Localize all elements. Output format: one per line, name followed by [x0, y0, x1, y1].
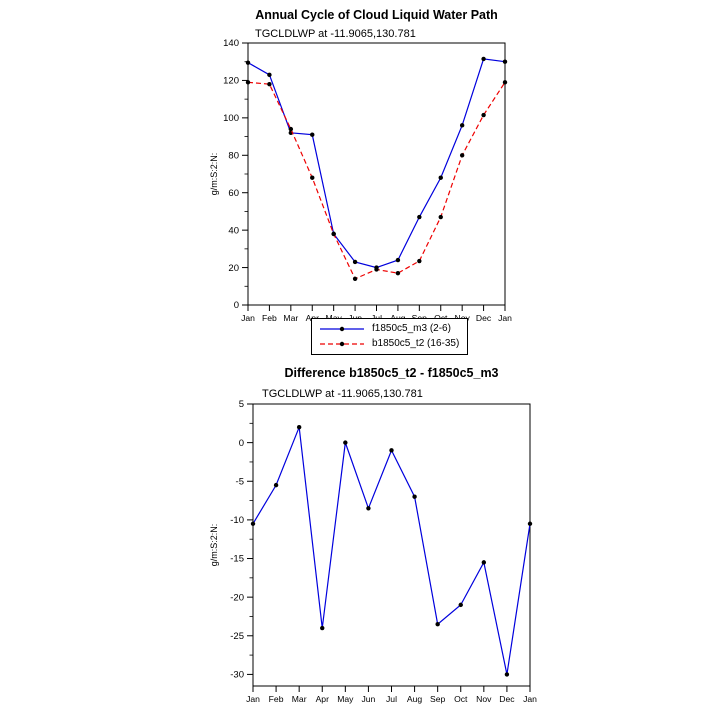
svg-text:Nov: Nov	[476, 694, 492, 704]
data-point-marker	[331, 231, 336, 237]
chart-title: Difference b1850c5_t2 - f1850c5_m3	[284, 366, 499, 380]
data-point-marker	[310, 175, 315, 180]
data-point-marker	[374, 267, 379, 272]
series-0	[245, 56, 508, 270]
svg-text:May: May	[337, 694, 354, 704]
legend-label: b1850c5_t2 (16-35)	[372, 338, 460, 349]
data-point-marker	[245, 80, 251, 85]
data-point-marker	[320, 625, 325, 631]
data-point-marker	[343, 440, 348, 445]
x-axis-labels: Jan Feb Mar Apr May Jun Jul Aug Sep Oct Nov Dec Jan	[246, 686, 537, 704]
annual-cycle-plot: 020406080100120140JanFebMarAprMayJunJulA…	[223, 38, 512, 323]
svg-text:-15: -15	[230, 554, 244, 565]
svg-text:Oct: Oct	[454, 694, 468, 704]
svg-text:-10: -10	[230, 515, 244, 526]
difference-chart: Difference b1850c5_t2 - f1850c5_m3 TGCLD…	[0, 360, 727, 728]
svg-text:0: 0	[234, 300, 239, 311]
svg-text:Mar: Mar	[283, 313, 298, 323]
data-point-marker	[458, 602, 463, 608]
svg-text:Sep: Sep	[430, 694, 446, 704]
svg-text:120: 120	[223, 76, 239, 87]
data-point-marker	[481, 112, 486, 118]
annual-cycle-chart: Annual Cycle of Cloud Liquid Water Path …	[0, 0, 727, 360]
svg-text:Jan: Jan	[246, 694, 260, 704]
data-point-marker	[438, 214, 443, 220]
data-point-marker	[250, 521, 256, 526]
plot-area: -30 -25 -20 -15 -10 -5 0 5 Jan Feb Mar Apr May Jun Jul…	[230, 399, 537, 704]
data-point-marker	[438, 175, 443, 180]
svg-text:Mar: Mar	[292, 694, 307, 704]
legend-line-sample	[320, 326, 364, 331]
y-axis-ticks: -30 -25 -20 -15 -10 -5 0 5	[230, 399, 253, 681]
plot-area: 020406080100120140JanFebMarAprMayJunJulA…	[223, 38, 512, 323]
svg-text:-25: -25	[230, 631, 244, 642]
svg-text:Dec: Dec	[476, 313, 492, 323]
legend-marker-dot	[339, 326, 345, 331]
svg-text:-5: -5	[236, 476, 244, 487]
svg-text:140: 140	[223, 38, 239, 49]
data-point-marker	[504, 672, 510, 677]
data-point-marker	[395, 270, 401, 276]
svg-text:5: 5	[239, 399, 244, 410]
svg-text:0: 0	[239, 438, 244, 449]
svg-text:Jul: Jul	[386, 694, 397, 704]
series-line-0	[247, 58, 506, 269]
svg-text:Feb: Feb	[269, 694, 284, 704]
data-point-marker	[273, 482, 279, 488]
legend: f1850c5_m3 (2-6) b1850c5_t2 (16-35)	[311, 318, 469, 355]
svg-text:Dec: Dec	[499, 694, 515, 704]
svg-text:Jan: Jan	[498, 313, 512, 323]
data-point-marker	[481, 560, 487, 565]
svg-text:60: 60	[228, 188, 239, 199]
data-point-marker	[267, 81, 272, 87]
svg-text:Jun: Jun	[361, 694, 375, 704]
data-point-marker	[412, 494, 417, 499]
svg-text:Feb: Feb	[262, 313, 277, 323]
svg-text:-20: -20	[230, 592, 244, 603]
legend-label: f1850c5_m3 (2-6)	[372, 323, 451, 334]
data-point-marker	[459, 123, 465, 128]
svg-text:40: 40	[228, 225, 239, 236]
data-point-marker	[296, 424, 302, 430]
svg-text:-30: -30	[230, 670, 244, 681]
data-point-marker	[481, 56, 486, 62]
svg-text:Aug: Aug	[407, 694, 423, 704]
data-point-marker	[352, 259, 358, 265]
data-point-marker	[310, 132, 315, 137]
data-point-marker	[389, 448, 394, 453]
svg-text:100: 100	[223, 113, 239, 124]
chart-title: Annual Cycle of Cloud Liquid Water Path	[255, 8, 498, 22]
data-point-marker	[417, 214, 422, 220]
difference-plot: -30 -25 -20 -15 -10 -5 0 5 Jan Feb Mar Apr May Jun Jul…	[230, 399, 537, 704]
legend-row: b1850c5_t2 (16-35)	[318, 336, 459, 351]
svg-text:80: 80	[228, 150, 239, 161]
y-axis-ticks: 0 20 40 60 80 100 120 140	[223, 38, 248, 311]
series-1	[245, 80, 508, 281]
data-point-marker	[267, 72, 272, 78]
data-point-marker	[502, 59, 508, 64]
data-point-marker	[459, 153, 465, 158]
svg-text:Apr: Apr	[316, 694, 330, 704]
series-0	[250, 424, 533, 677]
data-point-marker	[366, 506, 371, 511]
svg-text:20: 20	[228, 263, 239, 274]
data-point-marker	[288, 126, 294, 132]
data-point-marker	[435, 621, 440, 627]
svg-text:Jan: Jan	[523, 694, 537, 704]
data-point-marker	[245, 60, 251, 65]
series-line-0	[252, 426, 531, 675]
data-point-marker	[502, 80, 508, 85]
legend-line-sample	[320, 341, 364, 346]
chart-subtitle: TGCLDLWP at -11.9065,130.781	[255, 28, 416, 40]
chart-subtitle: TGCLDLWP at -11.9065,130.781	[262, 388, 423, 400]
data-point-marker	[395, 257, 401, 263]
legend-marker-dot	[339, 341, 345, 346]
data-point-marker	[417, 258, 422, 264]
legend-row: f1850c5_m3 (2-6)	[318, 321, 459, 336]
svg-text:Jan: Jan	[241, 313, 255, 323]
data-point-marker	[352, 276, 358, 281]
data-point-marker	[527, 521, 533, 526]
